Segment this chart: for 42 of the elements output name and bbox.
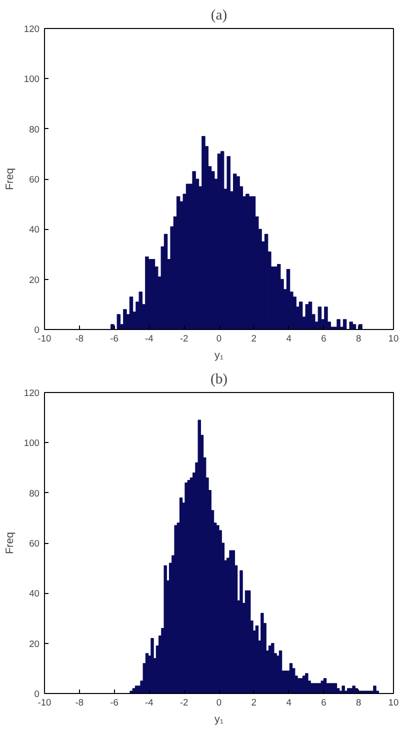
y-tick-label: 40: [29, 224, 40, 235]
x-tick-label: 0: [216, 334, 222, 344]
x-tick-label: -6: [110, 698, 118, 708]
y-tick-label: 120: [24, 388, 40, 398]
x-tick-label: 8: [356, 698, 362, 708]
x-tick-label: -10: [38, 334, 52, 344]
x-axis-title: y₁: [214, 714, 224, 726]
x-tick-label: -4: [145, 334, 154, 344]
x-tick-label: 4: [286, 698, 292, 708]
x-tick-label: -8: [75, 698, 84, 708]
y-tick-label: 80: [29, 124, 40, 134]
x-tick-label: 2: [251, 698, 257, 708]
x-tick-label: -2: [180, 698, 188, 708]
chart-title: (a): [210, 8, 228, 24]
y-tick-label: 100: [24, 74, 40, 84]
x-tick-label: 2: [251, 334, 257, 344]
x-tick-label: 6: [321, 698, 326, 708]
x-tick-label: 8: [356, 334, 362, 344]
x-tick-label: 0: [216, 698, 222, 708]
y-tick-label: 80: [29, 488, 40, 498]
y-tick-label: 120: [24, 24, 40, 34]
x-axis-title: y₁: [214, 350, 224, 362]
chart-title: (b): [210, 372, 228, 388]
x-tick-label: 4: [286, 334, 292, 344]
y-tick-label: 20: [29, 274, 40, 285]
y-axis-title: Freq: [4, 532, 16, 554]
x-tick-label: -6: [110, 334, 118, 344]
x-tick-label: -8: [75, 334, 84, 344]
x-tick-label: -10: [38, 698, 52, 708]
x-tick-label: 6: [321, 334, 326, 344]
x-tick-label: 10: [388, 334, 399, 344]
x-tick-label: -2: [180, 334, 188, 344]
y-tick-label: 0: [34, 689, 40, 699]
x-tick-label: 10: [388, 698, 399, 708]
y-tick-label: 100: [24, 438, 40, 448]
y-axis-title: Freq: [4, 168, 16, 190]
y-tick-label: 20: [29, 638, 40, 649]
y-tick-label: 60: [29, 538, 40, 548]
y-tick-label: 40: [29, 588, 40, 599]
y-tick-label: 60: [29, 174, 40, 184]
x-tick-label: -4: [145, 698, 154, 708]
y-tick-label: 0: [34, 325, 40, 335]
